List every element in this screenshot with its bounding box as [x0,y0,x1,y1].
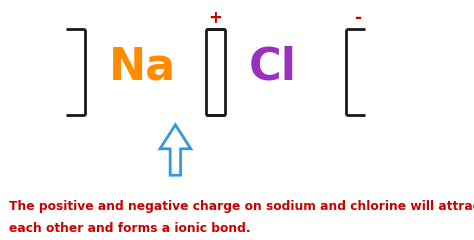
Text: +: + [209,9,223,27]
Text: The positive and negative charge on sodium and chlorine will attract: The positive and negative charge on sodi… [9,200,474,213]
Text: Na: Na [109,46,176,89]
Text: -: - [355,9,361,27]
Text: each other and forms a ionic bond.: each other and forms a ionic bond. [9,222,251,234]
Text: Cl: Cl [248,46,297,89]
Polygon shape [160,125,191,175]
